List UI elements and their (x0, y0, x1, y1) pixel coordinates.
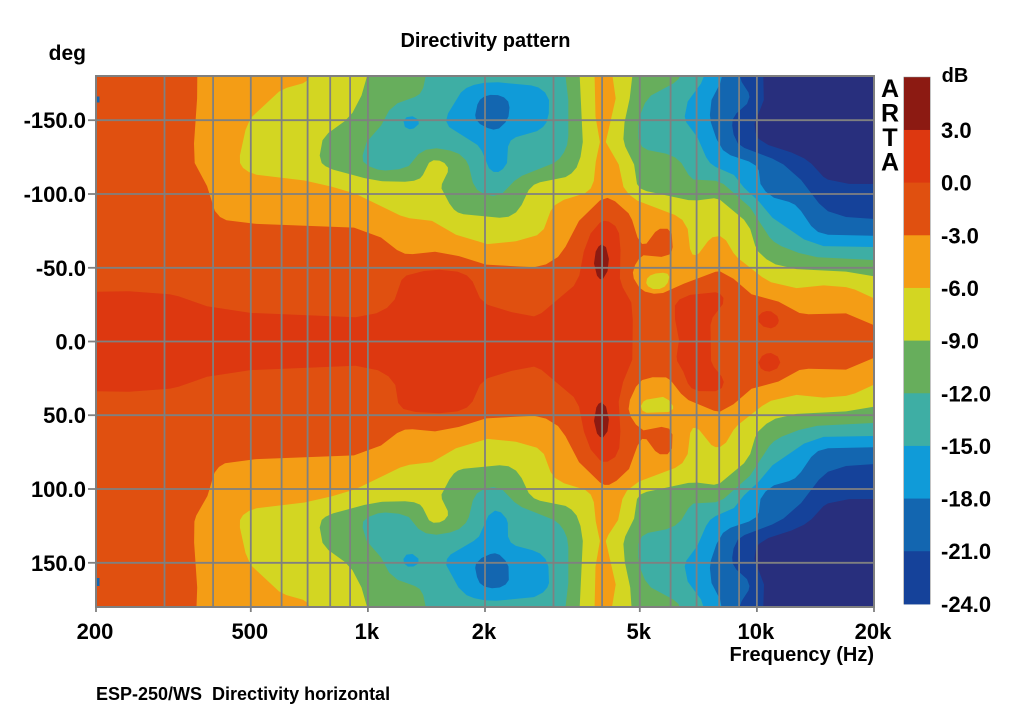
svg-text:50.0: 50.0 (43, 403, 86, 428)
svg-text:-12.0: -12.0 (941, 381, 991, 406)
svg-text:-150.0: -150.0 (24, 108, 86, 133)
svg-text:R: R (881, 100, 899, 128)
svg-text:ESP-250/WS Directivity horizo: ESP-250/WS Directivity horizontal (96, 684, 390, 704)
svg-text:0.0: 0.0 (55, 330, 86, 355)
svg-text:-100.0: -100.0 (24, 182, 86, 207)
svg-text:Frequency (Hz): Frequency (Hz) (730, 644, 874, 666)
svg-text:-24.0: -24.0 (941, 592, 991, 617)
svg-text:5k: 5k (627, 619, 652, 644)
svg-text:-21.0: -21.0 (941, 539, 991, 564)
svg-text:100.0: 100.0 (31, 477, 86, 502)
svg-text:-6.0: -6.0 (941, 276, 979, 301)
svg-text:0.0: 0.0 (941, 171, 972, 196)
svg-text:200: 200 (77, 619, 114, 644)
svg-text:-18.0: -18.0 (941, 487, 991, 512)
svg-text:-3.0: -3.0 (941, 223, 979, 248)
svg-text:1k: 1k (355, 619, 380, 644)
svg-text:A: A (881, 149, 899, 177)
svg-text:3.0: 3.0 (941, 118, 972, 143)
svg-text:20k: 20k (855, 619, 892, 644)
svg-text:dB: dB (942, 65, 969, 87)
svg-text:-15.0: -15.0 (941, 434, 991, 459)
svg-text:Directivity pattern: Directivity pattern (400, 30, 570, 52)
svg-text:T: T (882, 124, 897, 152)
svg-text:500: 500 (231, 619, 268, 644)
svg-text:2k: 2k (472, 619, 497, 644)
svg-text:-50.0: -50.0 (36, 256, 86, 281)
svg-text:A: A (881, 75, 899, 103)
svg-text:deg: deg (49, 42, 86, 65)
svg-text:-9.0: -9.0 (941, 329, 979, 354)
svg-text:150.0: 150.0 (31, 551, 86, 576)
svg-text:10k: 10k (738, 619, 775, 644)
